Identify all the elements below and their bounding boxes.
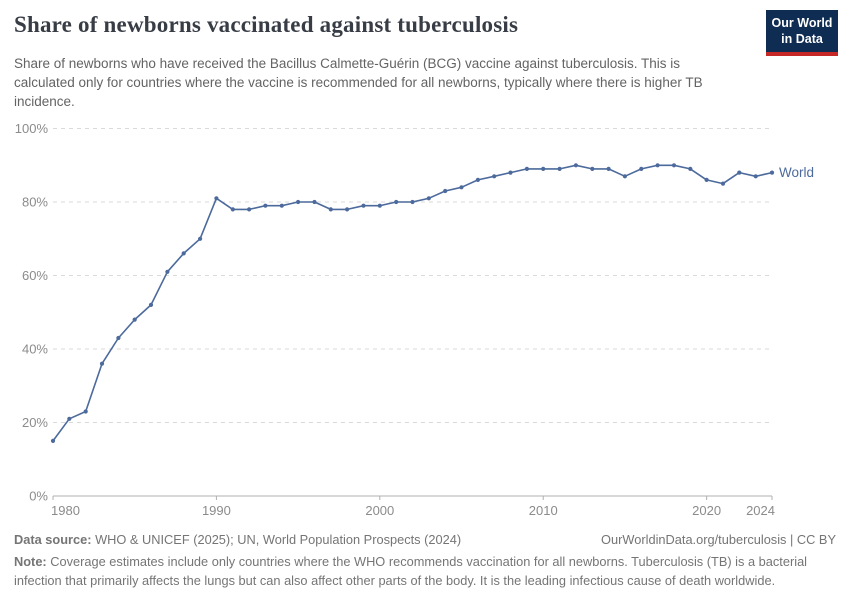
data-point-marker [198,236,203,241]
data-point-marker [50,438,56,443]
data-point-marker [573,163,579,168]
data-point-marker [247,207,252,212]
data-point-marker [148,302,154,307]
data-point-marker [377,203,382,208]
footer-source-row: Data source: WHO & UNICEF (2025); UN, Wo… [14,532,836,547]
series-world: World [50,163,814,443]
data-point-marker [83,409,88,414]
x-tick-label: 1980 [51,503,80,518]
data-point-marker [361,203,366,208]
data-point-marker [165,269,170,274]
data-point-marker [345,207,350,212]
data-point-marker [606,166,611,171]
data-point-marker [524,166,530,171]
data-point-marker [279,203,284,208]
x-tick-label: 2000 [365,503,394,518]
owid-logo-line2: in Data [781,31,823,46]
y-tick-label: 100% [15,121,49,136]
y-tick-label: 0% [29,489,48,504]
x-tick-label: 2010 [529,503,558,518]
data-point-marker [132,317,137,322]
x-tick-label: 2024 [746,503,775,518]
x-tick-label: 2020 [692,503,721,518]
footer-note-label: Note: [14,554,47,569]
data-point-marker [67,416,72,421]
data-point-marker [296,199,301,205]
y-tick-label: 80% [22,195,48,210]
data-point-marker [508,170,513,175]
data-point-marker [214,196,219,201]
data-point-marker [557,166,562,171]
data-point-marker [492,174,497,179]
data-point-marker [475,177,480,182]
chart-subtitle: Share of newborns who have received the … [14,56,703,110]
y-tick-label: 40% [22,342,48,357]
data-point-marker [99,361,105,366]
data-point-marker [426,196,431,201]
data-point-marker [394,199,399,205]
y-tick-label: 60% [22,268,48,283]
data-point-marker [181,251,186,256]
series-line [52,164,773,442]
x-axis: 1980 1990 2000 2010 2020 2024 [51,495,775,518]
series-end-label: World [779,165,814,180]
data-point-marker [671,163,677,168]
data-point-marker [230,207,235,212]
data-point-marker [116,335,121,341]
data-point-marker [410,199,415,205]
data-point-marker [688,166,693,171]
x-tick-label: 1990 [202,503,231,518]
owid-logo[interactable]: Our World in Data [766,10,838,57]
data-point-marker [655,163,660,168]
data-source-text: Data source: WHO & UNICEF (2025); UN, Wo… [14,532,461,547]
data-point-marker [312,199,317,205]
data-source-label: Data source: [14,532,92,547]
data-point-marker [704,177,709,182]
data-point-marker [590,166,595,171]
data-point-marker [720,181,726,186]
footer-note: Note: Coverage estimates include only co… [14,553,834,590]
data-point-marker [541,166,546,171]
owid-citation-link[interactable]: OurWorldinData.org/tuberculosis | CC BY [601,532,836,547]
gridlines: 0% 20% 40% 60% 80% 100% [15,121,772,504]
data-point-marker [328,207,333,212]
data-point-marker [443,188,448,194]
data-source-value: WHO & UNICEF (2025); UN, World Populatio… [91,532,462,547]
page-title: Share of newborns vaccinated against tub… [14,12,519,37]
data-point-marker [263,203,268,208]
data-point-marker [639,166,644,171]
y-tick-label: 20% [22,415,48,430]
data-point-marker [737,170,742,175]
data-point-marker [769,170,775,175]
data-point-marker [622,174,628,179]
owid-logo-line1: Our World [771,16,833,30]
data-point-marker [459,185,464,190]
data-point-marker [753,174,758,179]
footer-note-value: Coverage estimates include only countrie… [14,554,808,588]
